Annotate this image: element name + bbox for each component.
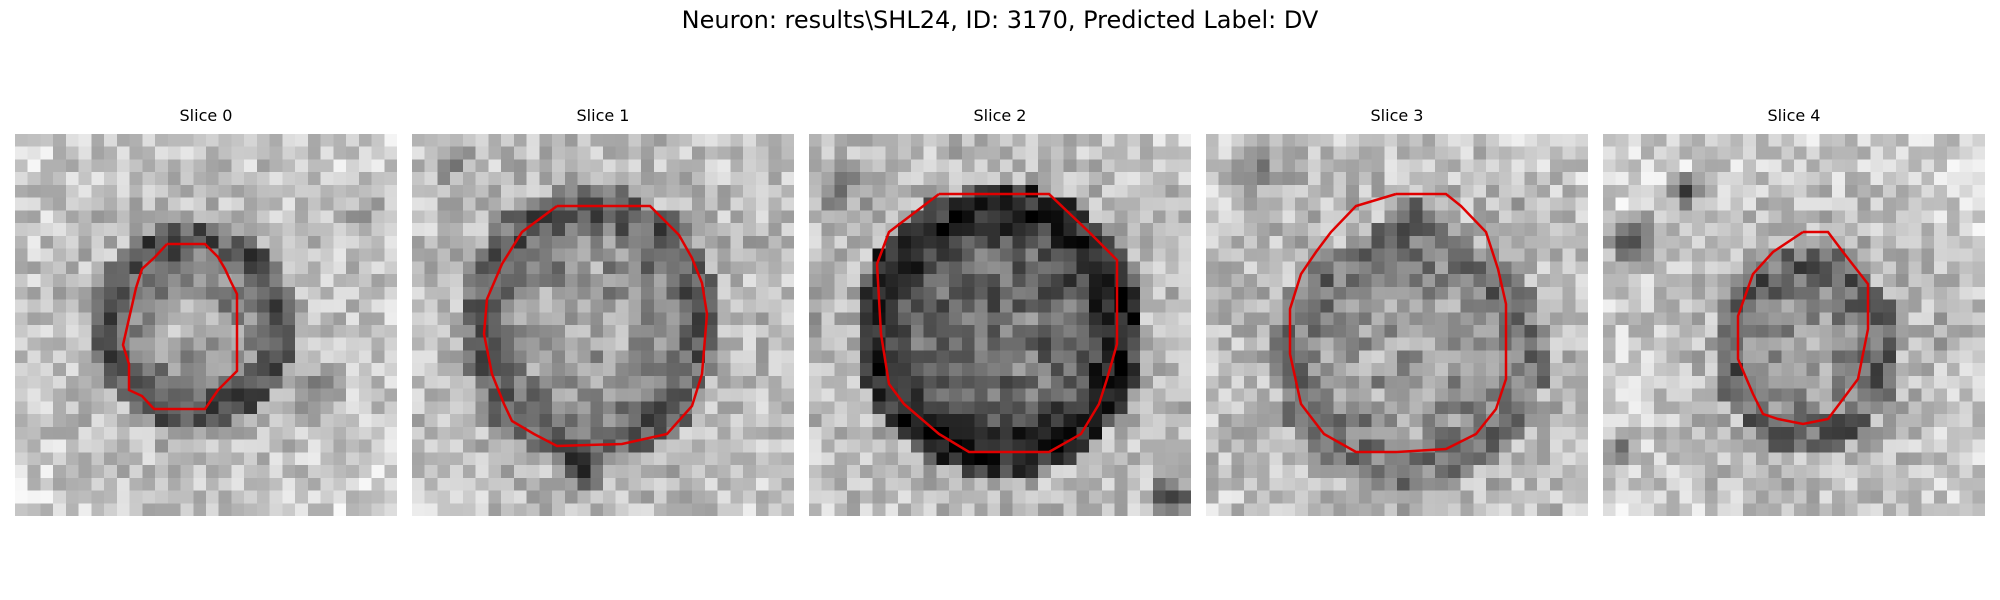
slice-image-4 <box>1603 134 1985 516</box>
slice-panel-0: Slice 0 <box>15 106 397 516</box>
slice-contour-line-1 <box>482 204 709 448</box>
slice-contour-line-3 <box>1288 192 1508 454</box>
slice-panel-4: Slice 4 <box>1603 106 1985 516</box>
slice-contour-line-4 <box>1736 230 1870 426</box>
slice-title-1: Slice 1 <box>576 106 630 125</box>
slice-image-0 <box>15 134 397 516</box>
figure-title: Neuron: results\SHL24, ID: 3170, Predict… <box>681 6 1319 34</box>
slice-contour-line-2 <box>875 192 1119 454</box>
slice-image-1 <box>412 134 794 516</box>
slice-contour-1 <box>482 204 709 448</box>
slice-title-2: Slice 2 <box>973 106 1027 125</box>
slice-contour-4 <box>1736 230 1870 426</box>
slice-title-0: Slice 0 <box>179 106 233 125</box>
slice-contour-0 <box>121 242 239 411</box>
slice-panel-2: Slice 2 <box>809 106 1191 516</box>
slice-title-4: Slice 4 <box>1767 106 1821 125</box>
slice-contour-line-0 <box>121 242 239 411</box>
slice-panel-1: Slice 1 <box>412 106 794 516</box>
slice-panel-3: Slice 3 <box>1206 106 1588 516</box>
slice-contour-2 <box>875 192 1119 454</box>
slice-title-3: Slice 3 <box>1370 106 1424 125</box>
slice-contour-3 <box>1288 192 1508 454</box>
